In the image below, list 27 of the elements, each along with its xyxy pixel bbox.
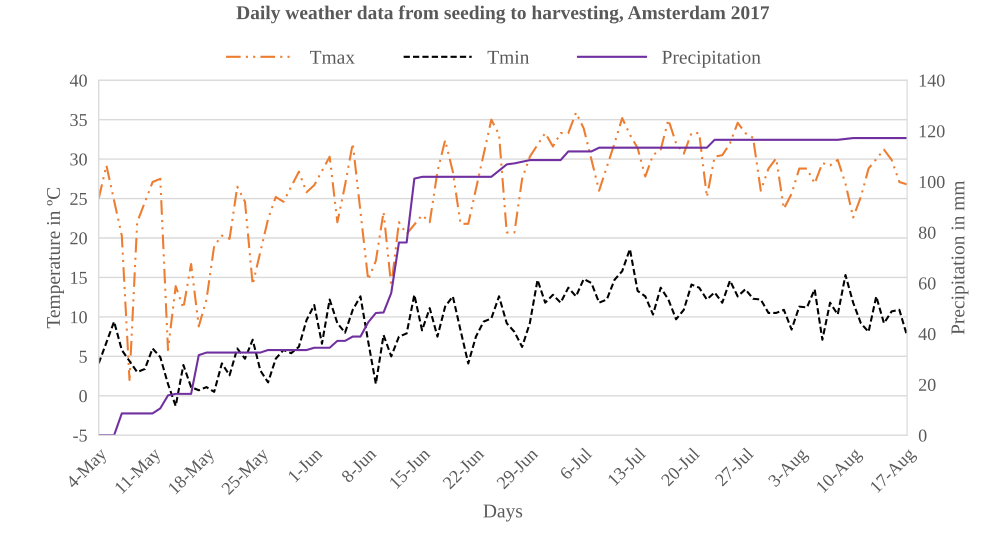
y-tick-label: 25 [70,192,87,205]
chart-title: Daily weather data from seeding to harvesting, Amsterdam 2017 [236,5,770,24]
y-axis-title: Temperature in ºC [46,188,64,328]
legend-label: Tmax [310,50,355,64]
y-tick-label: 5 [80,350,87,363]
x-axis-title: Days [483,504,522,522]
y-tick-label: 10 [71,311,87,324]
y2-tick-label: 120 [920,125,945,138]
y2-tick-label: 80 [918,226,936,239]
y2-tick-label: 0 [918,429,927,442]
y2-tick-label: 100 [920,176,945,188]
y-tick-label: 0 [79,390,87,402]
legend-label: Precipitation [662,50,761,68]
line-series [98,248,908,408]
legend-label: Tmin [488,50,530,64]
y-tick-label: 30 [70,153,87,166]
y2-tick-label: 20 [918,378,936,391]
y2-tick-label: 40 [918,328,936,340]
y-tick-label: 20 [70,232,87,244]
y-tick-label: 40 [70,74,87,87]
y2-tick-label: 60 [918,277,936,290]
y2-tick-label: 140 [920,74,945,87]
y-tick-label: 35 [70,114,87,126]
y-tick-label: 15 [71,272,87,284]
line-series [98,112,908,382]
y-tick-label: -5 [73,430,87,442]
y2-axis-title: Precipitation in mm [951,180,968,334]
